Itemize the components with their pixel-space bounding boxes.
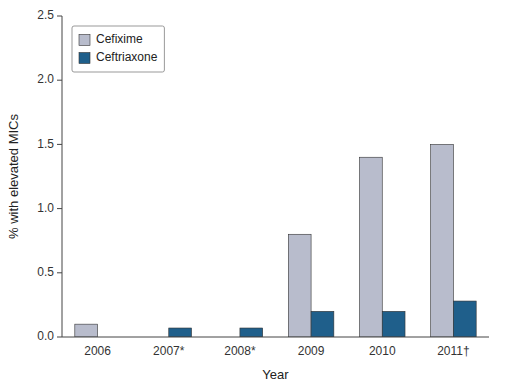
y-tick-label: 0.0 <box>37 329 54 343</box>
bar <box>382 311 405 337</box>
legend-frame <box>72 26 164 72</box>
chart-svg: 0.0 0.5 1.0 1.5 2.0 2.5 2006 2007* 2008* 2009 2010… <box>0 0 505 389</box>
y-tick-label: 2.0 <box>37 72 54 86</box>
bar <box>359 157 382 337</box>
y-axis: 0.0 0.5 1.0 1.5 2.0 2.5 <box>37 8 62 343</box>
y-tick <box>57 16 62 17</box>
legend-swatch <box>79 35 90 46</box>
y-tick-label: 1.0 <box>37 201 54 215</box>
y-tick <box>57 337 62 338</box>
bar <box>453 301 476 337</box>
x-axis: 2006 2007* 2008* 2009 2010 2011† <box>84 344 469 358</box>
bar <box>288 234 311 337</box>
x-tick-label: 2007* <box>153 344 185 358</box>
bar <box>75 324 98 337</box>
bar <box>311 311 334 337</box>
y-tick <box>57 80 62 81</box>
chart-container: 0.0 0.5 1.0 1.5 2.0 2.5 2006 2007* 2008* 2009 2010… <box>0 0 505 389</box>
legend-label: Ceftriaxone <box>96 50 158 64</box>
x-tick-label: 2008* <box>224 344 256 358</box>
y-tick <box>57 144 62 145</box>
bar <box>240 328 263 337</box>
x-tick-label: 2009 <box>298 344 325 358</box>
y-tick <box>57 208 62 209</box>
x-axis-line <box>62 337 489 338</box>
y-tick-label: 0.5 <box>37 265 54 279</box>
bar <box>431 144 454 337</box>
y-tick-label: 2.5 <box>37 8 54 22</box>
x-tick-label: 2011† <box>437 344 469 358</box>
y-axis-title: % with elevated MICs <box>6 114 21 239</box>
legend-label: Cefixime <box>96 32 143 46</box>
bars <box>75 144 476 337</box>
y-tick-label: 1.5 <box>37 137 54 151</box>
x-tick-label: 2006 <box>84 344 111 358</box>
x-axis-title: Year <box>262 367 289 382</box>
y-tick <box>57 272 62 273</box>
x-tick-label: 2010 <box>369 344 396 358</box>
y-axis-line <box>62 16 63 337</box>
bar <box>169 328 192 337</box>
legend-swatch <box>79 53 90 64</box>
legend: Cefixime Ceftriaxone <box>72 26 164 72</box>
